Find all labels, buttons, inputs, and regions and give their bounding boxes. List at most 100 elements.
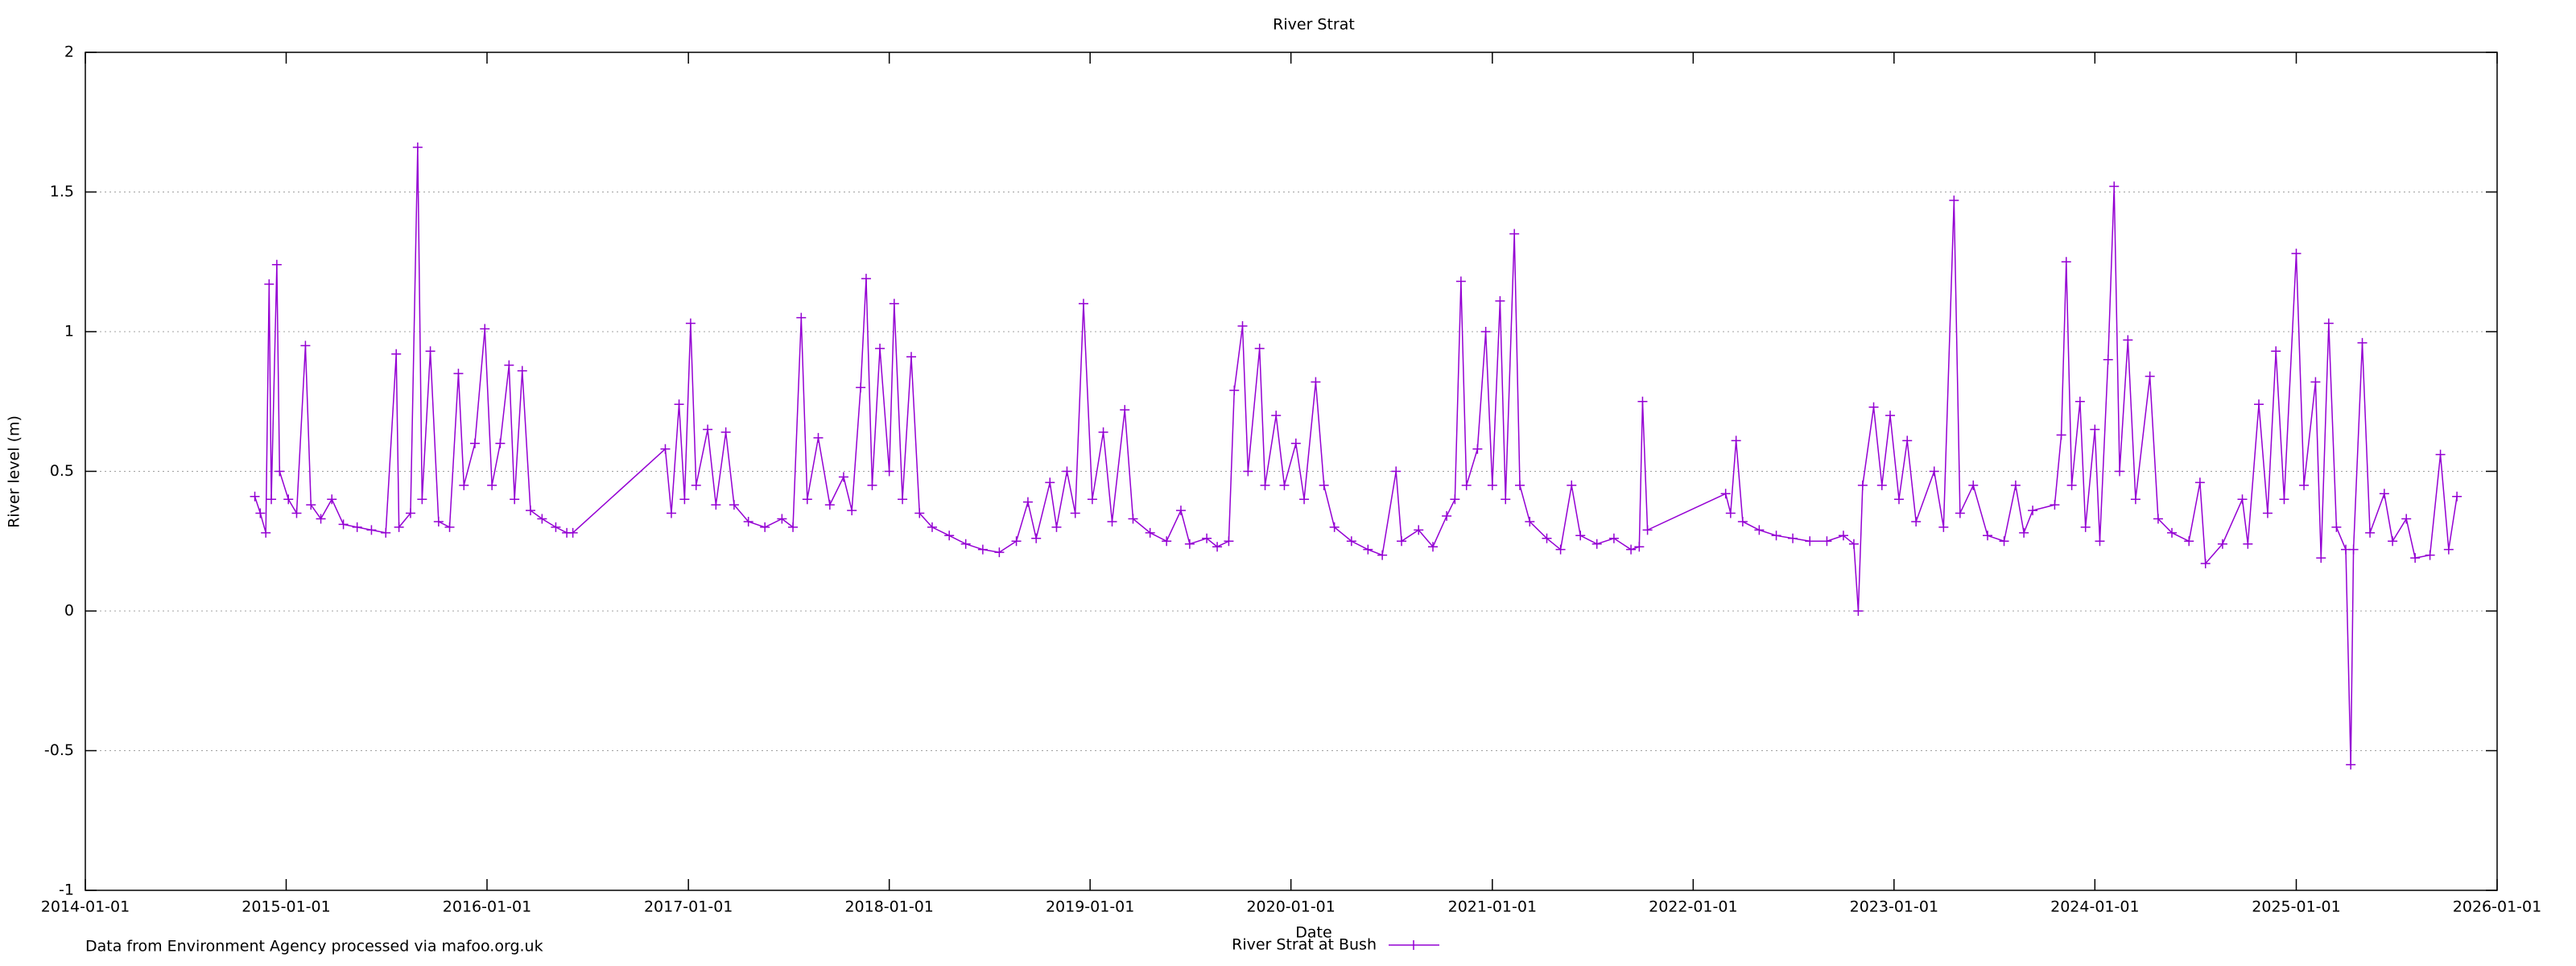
data-point [525, 506, 535, 516]
x-tick-label: 2017-01-01 [644, 898, 733, 916]
data-point [2299, 480, 2310, 490]
data-point [1045, 477, 1055, 488]
data-point [1455, 276, 1466, 287]
data-point [2443, 544, 2454, 555]
data-point [1725, 508, 1736, 518]
x-tick-label: 2019-01-01 [1046, 898, 1134, 916]
legend-label: River Strat at Bush [1232, 936, 1377, 954]
data-point [1495, 295, 1505, 306]
data-point [495, 438, 506, 448]
data-point [1254, 343, 1265, 353]
data-point [1107, 516, 1117, 526]
data-point [1902, 436, 1913, 446]
data-point [1442, 511, 1452, 522]
x-tick-label: 2026-01-01 [2453, 898, 2541, 916]
data-point [1771, 530, 1781, 541]
data-point [551, 522, 561, 532]
data-point [453, 369, 464, 379]
data-point [1626, 544, 1637, 555]
y-tick-label: -1 [59, 881, 74, 899]
data-point [788, 522, 799, 532]
data-point [1128, 514, 1138, 524]
data-point [1062, 466, 1072, 477]
data-point [1911, 516, 1922, 526]
data-point [2184, 536, 2194, 547]
data-point [1299, 494, 1310, 505]
data-point [1480, 327, 1491, 336]
y-tick-label: 0.5 [50, 462, 74, 480]
data-point [1788, 533, 1798, 543]
chart-title: River Strat [1273, 16, 1355, 34]
data-point [1857, 480, 1868, 490]
data-point [2331, 522, 2342, 532]
data-point [802, 494, 812, 505]
data-point [412, 142, 423, 152]
data-point [2237, 494, 2248, 505]
data-point [2291, 248, 2301, 258]
data-point [1175, 506, 1186, 516]
data-point [271, 259, 282, 270]
data-point [2115, 466, 2125, 477]
data-point [1720, 489, 1731, 499]
data-point [914, 508, 925, 518]
data-point [1078, 299, 1088, 309]
data-point [1637, 396, 1648, 407]
data-point [666, 508, 676, 518]
data-point [1501, 494, 1511, 505]
data-point [2217, 539, 2227, 549]
data-point [1290, 438, 1301, 448]
data-point [1346, 536, 1356, 547]
data-point [813, 432, 824, 443]
data-point [889, 299, 899, 309]
data-point [2050, 500, 2060, 510]
data-point [1885, 411, 1896, 421]
data-point [1184, 539, 1195, 549]
data-point [2279, 494, 2289, 505]
data-point [720, 427, 731, 437]
data-point [2365, 527, 2376, 538]
data-point [2323, 318, 2334, 328]
data-point [381, 527, 391, 538]
data-point [679, 494, 690, 505]
data-line [254, 147, 2458, 765]
data-point [425, 346, 436, 357]
data-point [1070, 508, 1080, 518]
data-point [537, 514, 547, 524]
data-point [255, 508, 266, 518]
data-point [2010, 480, 2021, 490]
data-point [2254, 399, 2264, 410]
data-point [366, 525, 377, 535]
data-point [2095, 536, 2105, 547]
data-point [777, 514, 787, 524]
data-point [1202, 533, 1212, 543]
data-point [2019, 527, 2029, 538]
data-point [898, 494, 908, 505]
data-point [960, 539, 971, 549]
data-point [2061, 257, 2071, 267]
data-point [1087, 494, 1097, 505]
data-point [1011, 536, 1022, 547]
data-point [417, 494, 427, 505]
legend-swatch [1389, 940, 1439, 950]
data-point [487, 480, 497, 490]
y-tick-label: 1.5 [50, 183, 74, 200]
data-point [884, 466, 894, 477]
data-point [1279, 480, 1290, 490]
data-point [2262, 508, 2273, 518]
data-point [1929, 466, 1939, 477]
data-point [433, 516, 444, 526]
data-point [1022, 497, 1033, 507]
data-point [1428, 542, 1439, 552]
data-point [1271, 411, 1282, 421]
data-point [1414, 525, 1424, 535]
data-point [1237, 321, 1248, 332]
data-point [927, 522, 937, 532]
data-point [338, 519, 349, 530]
data-point [2145, 371, 2155, 382]
data-point [1311, 377, 1321, 387]
source-note: Data from Environment Agency processed v… [85, 938, 543, 956]
data-point [2109, 181, 2120, 192]
data-point [275, 466, 285, 477]
data-point [480, 324, 490, 334]
